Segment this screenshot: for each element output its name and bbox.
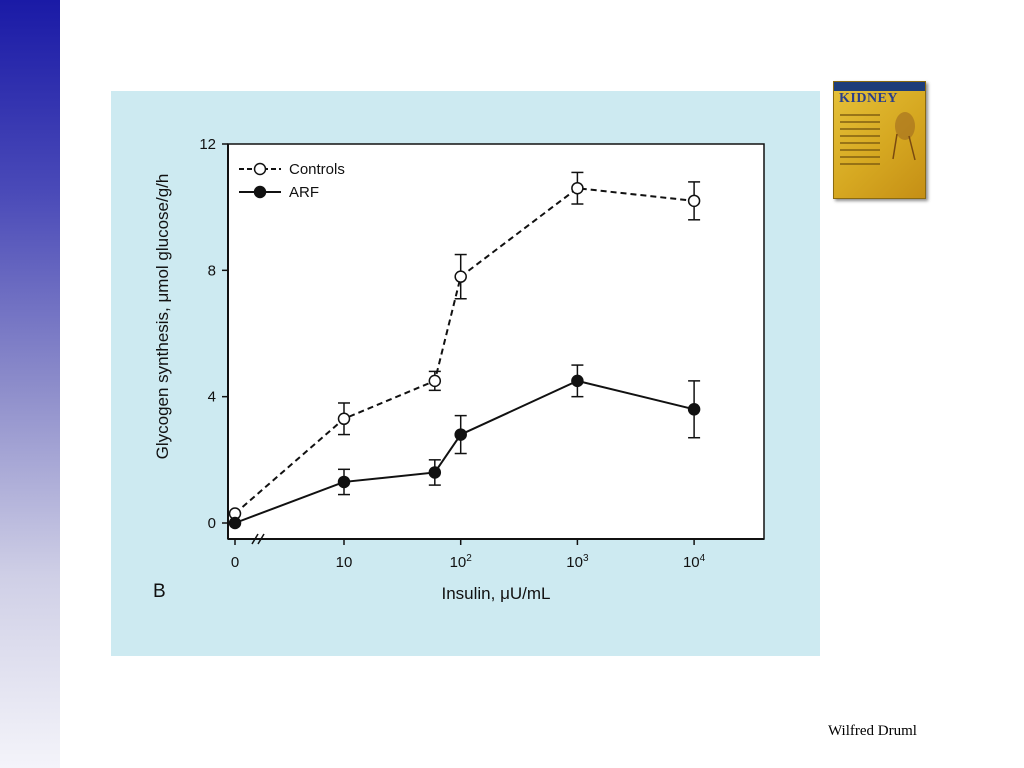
kidney-illustration-icon [892, 112, 916, 161]
legend-swatch-marker [253, 185, 267, 199]
book-cover-title: KIDNEY [839, 91, 899, 106]
data-point-0 [454, 270, 467, 283]
legend-label: ARF [289, 184, 319, 201]
x-axis-break [251, 533, 265, 545]
data-point-1 [571, 374, 584, 388]
y-tick-label: 8 [208, 262, 216, 279]
glycogen-chart: 0 4 8 12 0 10 102 103 104 Insulin, μU/mL Glycogen … [153, 136, 765, 603]
data-point-1 [228, 516, 242, 530]
y-tick-label: 12 [199, 136, 216, 153]
book-cover-image: KIDNEY [833, 81, 926, 199]
x-tick-label: 104 [683, 553, 706, 571]
data-point-1 [687, 403, 701, 416]
y-tick-label: 4 [208, 389, 216, 406]
data-point-0 [571, 181, 584, 195]
panel-label: B [153, 581, 166, 602]
y-axis-title: Glycogen synthesis, μmol glucose/g/h [153, 174, 172, 460]
plot-area [227, 143, 765, 540]
side-gradient-bar [0, 0, 60, 768]
x-tick-label: 0 [231, 554, 239, 571]
author-name: Wilfred Druml [828, 723, 917, 739]
data-point-1 [428, 466, 442, 479]
series-line-1 [234, 379, 695, 524]
figure-panel: 0 4 8 12 0 10 102 103 104 Insulin, μU/mL Glycogen … [111, 91, 820, 656]
data-point-0 [687, 194, 701, 208]
book-text-lines [840, 114, 880, 170]
data-point-0 [428, 374, 442, 388]
x-tick-label: 103 [566, 553, 589, 571]
x-tick-label: 102 [450, 553, 473, 571]
data-point-0 [337, 412, 351, 426]
data-point-1 [454, 428, 467, 441]
series-line-0 [234, 187, 695, 515]
y-tick-label: 0 [208, 515, 216, 532]
book-band [834, 82, 925, 91]
data-point-1 [337, 475, 351, 489]
x-axis-title: Insulin, μU/mL [442, 584, 551, 603]
legend-swatch-marker [253, 162, 267, 176]
legend-label: Controls [289, 161, 345, 178]
x-tick-label: 10 [336, 554, 353, 571]
